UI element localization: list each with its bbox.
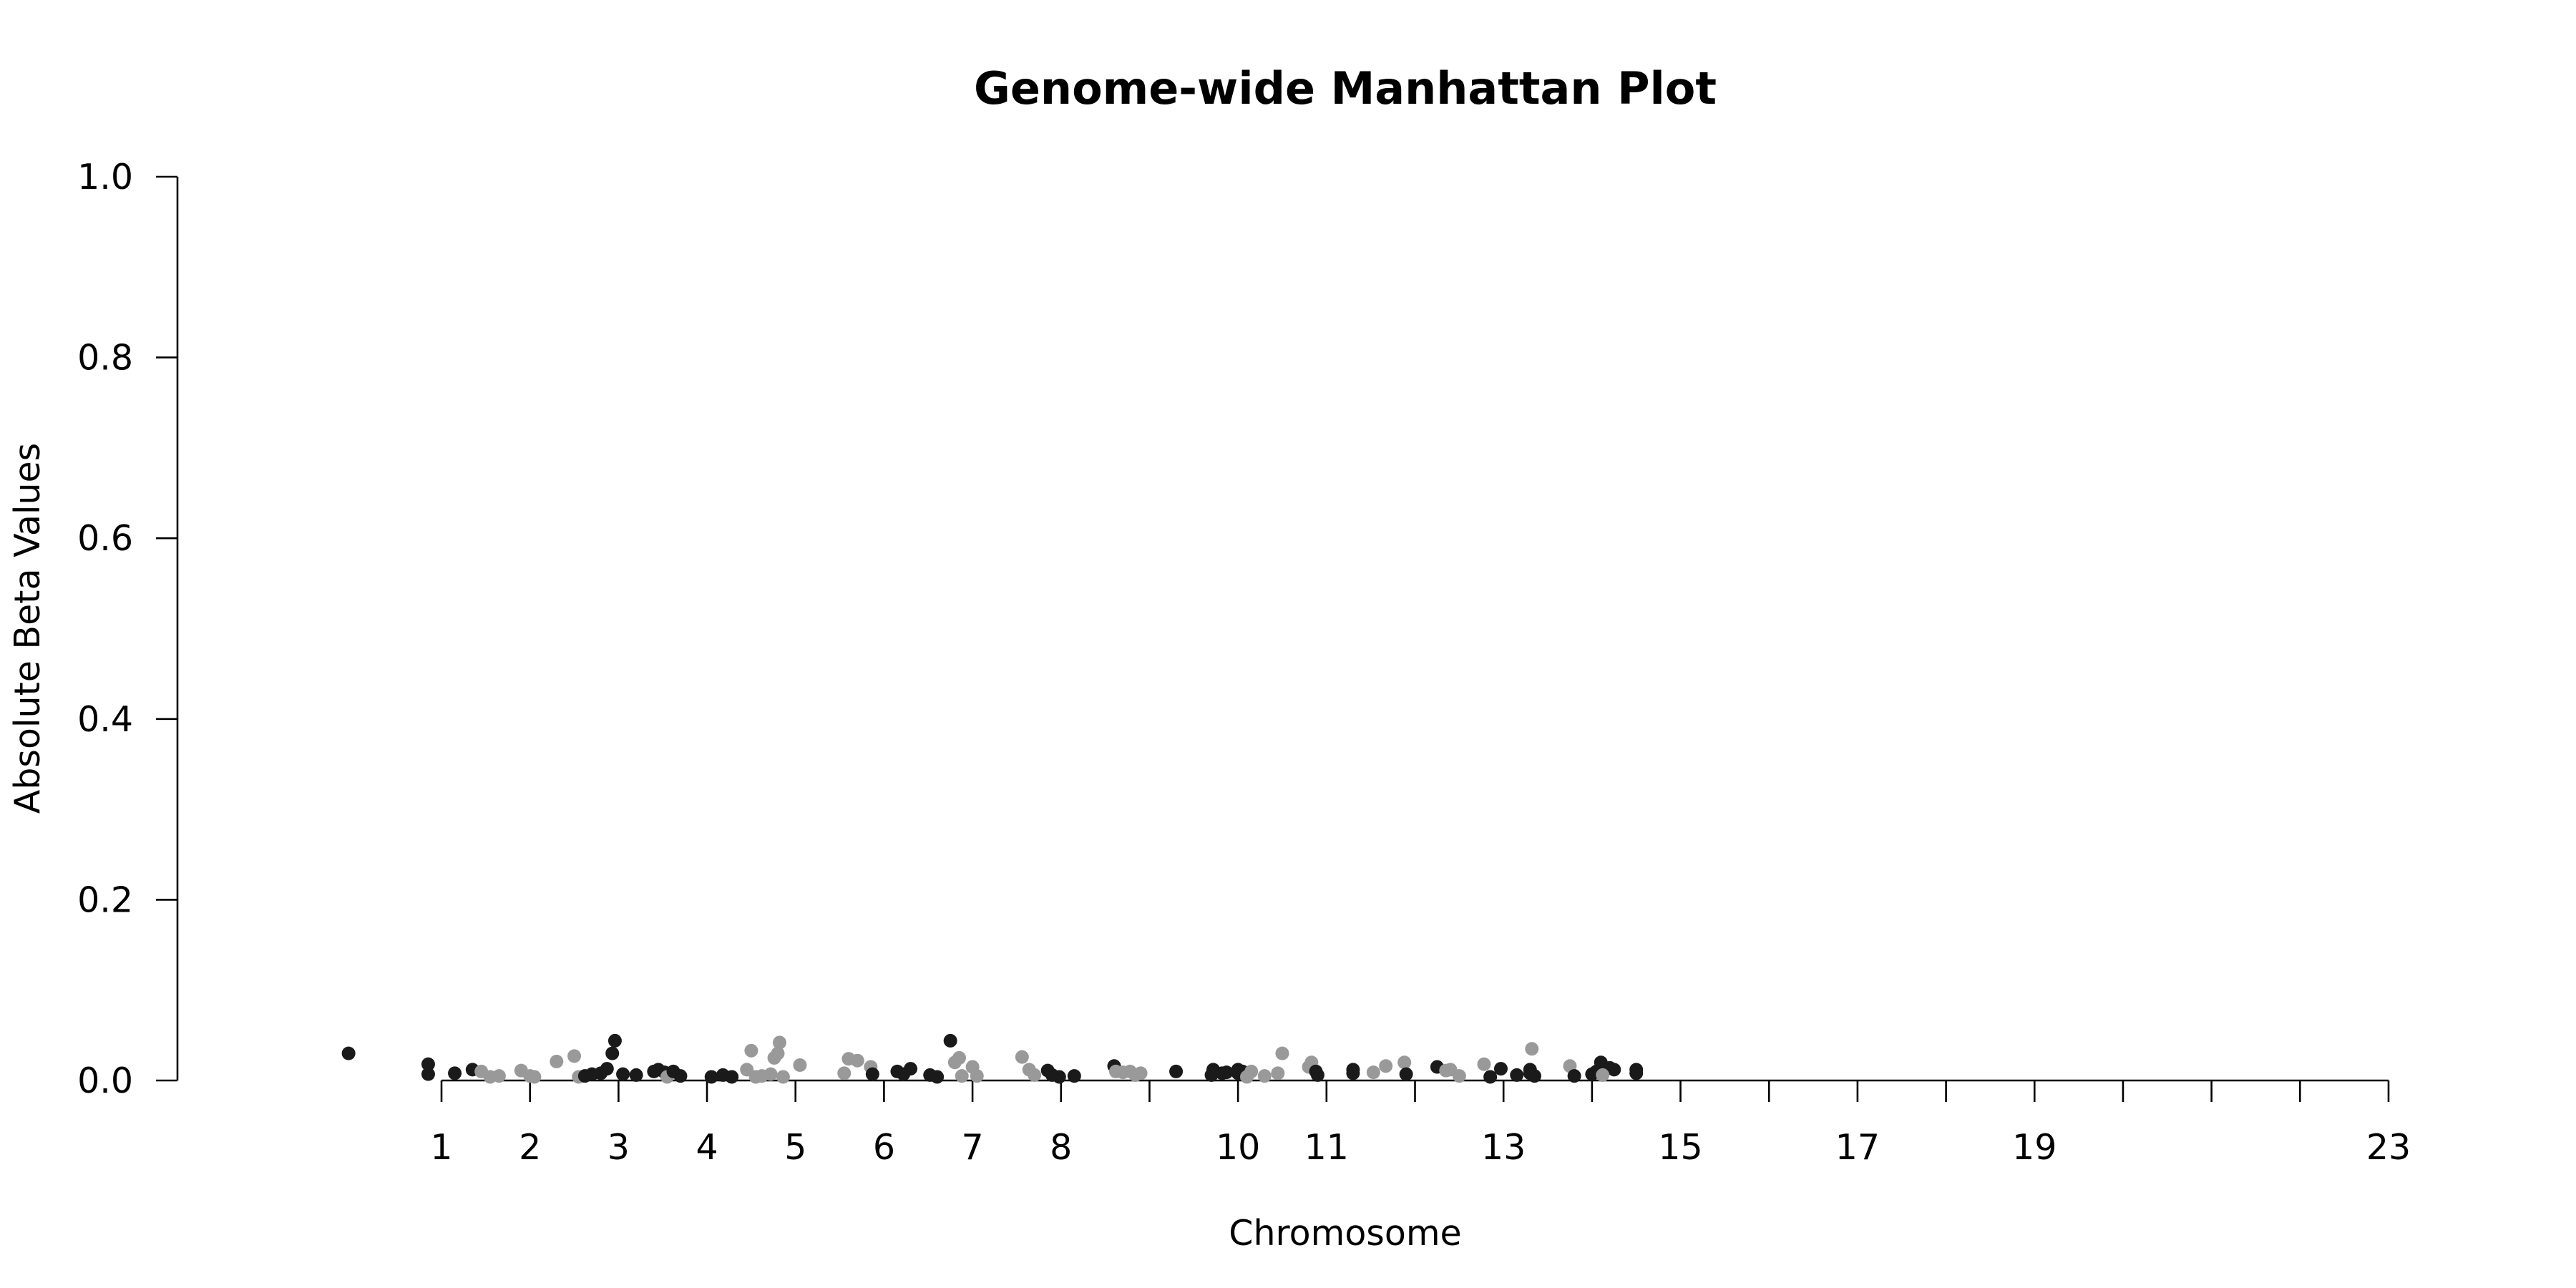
- data-point: [1527, 1069, 1541, 1083]
- data-point: [1452, 1069, 1466, 1083]
- data-point: [1596, 1068, 1610, 1082]
- y-tick-label: 1.0: [77, 157, 133, 197]
- x-tick-label: 6: [873, 1127, 895, 1168]
- data-point: [772, 1035, 786, 1050]
- data-point: [1607, 1063, 1621, 1077]
- data-point: [930, 1070, 945, 1084]
- data-point: [904, 1062, 918, 1076]
- data-point: [1510, 1068, 1524, 1082]
- data-point: [1346, 1063, 1360, 1077]
- data-point: [341, 1046, 356, 1060]
- data-point: [1028, 1068, 1042, 1082]
- x-tick-label: 4: [696, 1127, 718, 1168]
- y-axis-label: Absolute Beta Values: [7, 443, 48, 814]
- data-point: [1629, 1066, 1644, 1080]
- data-point: [725, 1070, 739, 1084]
- x-tick-label: 8: [1050, 1127, 1072, 1168]
- data-point: [608, 1033, 622, 1048]
- x-tick-label: 2: [519, 1127, 541, 1168]
- x-tick-label: 10: [1216, 1127, 1260, 1168]
- data-point: [763, 1067, 778, 1081]
- data-point: [970, 1069, 984, 1083]
- data-point: [1397, 1055, 1412, 1070]
- data-point: [605, 1046, 620, 1060]
- data-point: [771, 1046, 785, 1060]
- y-tick-label: 0.0: [77, 1060, 133, 1101]
- y-tick-label: 0.8: [77, 338, 133, 379]
- data-point: [1483, 1070, 1498, 1084]
- data-point: [952, 1050, 967, 1065]
- data-point: [793, 1058, 807, 1073]
- data-point: [1052, 1070, 1066, 1084]
- x-tick-label: 19: [2012, 1127, 2057, 1168]
- data-point: [1366, 1065, 1380, 1080]
- data-point: [865, 1067, 879, 1081]
- data-point: [850, 1053, 864, 1068]
- data-point: [448, 1066, 462, 1080]
- data-point: [1015, 1050, 1029, 1064]
- y-tick-label: 0.6: [77, 518, 133, 559]
- x-tick-label: 7: [961, 1127, 983, 1168]
- chart-title: Genome-wide Manhattan Plot: [974, 62, 1717, 114]
- x-tick-label: 13: [1481, 1127, 1526, 1168]
- data-point: [776, 1070, 790, 1084]
- data-point: [616, 1067, 630, 1081]
- data-points: [341, 1033, 1644, 1084]
- data-point: [421, 1057, 435, 1071]
- data-point: [600, 1062, 614, 1076]
- data-point: [1257, 1069, 1272, 1083]
- data-point: [744, 1043, 758, 1058]
- data-point: [1493, 1062, 1508, 1076]
- data-point: [1379, 1059, 1393, 1073]
- x-tick-label: 11: [1304, 1127, 1349, 1168]
- data-point: [527, 1070, 542, 1084]
- data-point: [492, 1069, 506, 1083]
- x-tick-label: 3: [608, 1127, 630, 1168]
- data-point: [1133, 1066, 1148, 1080]
- data-point: [704, 1070, 718, 1084]
- data-point: [943, 1033, 957, 1048]
- data-point: [837, 1066, 852, 1080]
- data-point: [1399, 1067, 1413, 1081]
- data-point: [1567, 1069, 1581, 1083]
- data-point: [1310, 1068, 1324, 1082]
- data-point: [1477, 1057, 1491, 1071]
- x-axis-ticks: 1 2 3 4 5 6 7 8 10 11 13 15 17 19 23: [430, 1080, 2411, 1168]
- data-point: [1275, 1046, 1289, 1060]
- x-tick-label: 5: [784, 1127, 806, 1168]
- x-axis-label: Chromosome: [1229, 1213, 1461, 1254]
- y-axis-ticks: 0.0 0.2 0.4 0.6 0.8 1.0: [77, 157, 177, 1101]
- data-point: [567, 1049, 582, 1063]
- data-point: [673, 1069, 688, 1083]
- data-point: [421, 1067, 435, 1081]
- x-tick-label: 17: [1835, 1127, 1880, 1168]
- data-point: [1271, 1066, 1285, 1080]
- data-point: [1169, 1064, 1184, 1078]
- y-tick-label: 0.4: [77, 699, 133, 740]
- x-tick-label: 15: [1658, 1127, 1702, 1168]
- y-tick-label: 0.2: [77, 879, 133, 920]
- data-point: [955, 1069, 969, 1083]
- data-point: [629, 1068, 643, 1082]
- data-point: [1525, 1042, 1539, 1056]
- data-point: [1244, 1064, 1259, 1078]
- x-tick-label: 23: [2366, 1127, 2411, 1168]
- data-point: [550, 1054, 564, 1068]
- x-tick-label: 1: [430, 1127, 452, 1168]
- data-point: [1067, 1069, 1081, 1083]
- data-point: [1219, 1065, 1234, 1080]
